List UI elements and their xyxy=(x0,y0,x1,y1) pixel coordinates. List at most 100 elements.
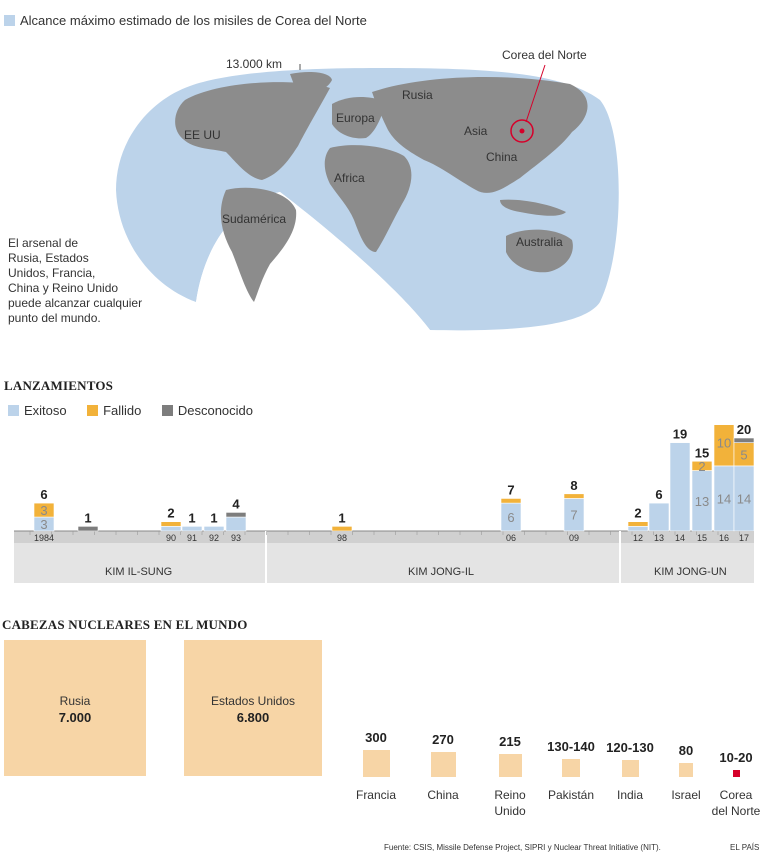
warhead-name-russia: Rusia xyxy=(59,694,91,708)
bar-total-label: 6 xyxy=(40,487,47,502)
land-australia xyxy=(506,229,573,273)
land-greenland xyxy=(290,72,332,93)
warhead-value: 120-130 xyxy=(606,740,654,755)
bar-total-label: 2 xyxy=(167,506,174,521)
region-label-russia: Rusia xyxy=(402,88,433,102)
region-label-australia: Australia xyxy=(516,235,563,249)
map-note-line: China y Reino Unido xyxy=(8,281,119,295)
x-tick-label: 16 xyxy=(719,533,729,543)
source-credit: EL PAÍS xyxy=(730,843,760,852)
warhead-name-line: Corea xyxy=(719,788,753,802)
x-tick-label: 93 xyxy=(231,533,241,543)
warhead-name-line: Unido xyxy=(494,804,526,818)
bar-segment-fallido xyxy=(563,493,585,499)
warhead-value: 10-20 xyxy=(719,750,753,765)
bar-total-label: 1 xyxy=(210,510,217,525)
x-tick-label: 06 xyxy=(506,533,516,543)
launches-title: LANZAMIENTOS xyxy=(4,378,114,393)
bar-segment-label: 3 xyxy=(40,517,47,532)
world-map xyxy=(116,64,619,331)
land-asia xyxy=(372,77,588,193)
warhead-name-line: Francia xyxy=(355,788,396,802)
bar-segment-exitoso xyxy=(648,502,670,532)
bar-total-label: 1 xyxy=(84,510,91,525)
warhead-square xyxy=(562,759,580,777)
bar-total-label: 6 xyxy=(655,487,662,502)
warhead-square xyxy=(430,752,456,777)
land-se-asia xyxy=(500,199,566,216)
bar-total-label: 15 xyxy=(695,445,709,460)
warhead-value-russia: 7.000 xyxy=(58,710,92,725)
legend-swatch-unknown xyxy=(161,405,173,416)
legend-label-success: Exitoso xyxy=(24,403,67,418)
bar-segment-desconocido xyxy=(733,437,755,443)
bar-segment-fallido xyxy=(627,521,649,527)
map-note-line: Unidos, Francia, xyxy=(8,266,96,280)
bar-total-label: 20 xyxy=(737,425,751,437)
warhead-value: 300 xyxy=(365,730,387,745)
bar-segment-label: 7 xyxy=(570,508,577,523)
x-tick-label: 14 xyxy=(675,533,685,543)
warheads-title: CABEZAS NUCLEARES EN EL MUNDO xyxy=(2,617,248,632)
bar-segment-exitoso xyxy=(203,526,225,532)
x-tick-label: 90 xyxy=(166,533,176,543)
x-tick-label: 15 xyxy=(697,533,707,543)
region-label-china: China xyxy=(486,150,518,164)
bar-segment-label: 3 xyxy=(40,503,47,518)
x-tick-label: 17 xyxy=(739,533,749,543)
map-note-line: Rusia, Estados xyxy=(8,251,89,265)
warhead-square xyxy=(732,770,740,777)
bar-segment-label: 14 xyxy=(737,491,751,506)
warhead-name-line: Israel xyxy=(671,788,701,802)
bar-total-label: 8 xyxy=(570,478,577,493)
legend-swatch-failed xyxy=(87,405,99,416)
map-legend-label: Alcance máximo estimado de los misiles d… xyxy=(20,13,367,28)
warhead-name-line: del Norte xyxy=(711,804,761,818)
bar-total-label: 2 xyxy=(634,506,641,521)
north-korea-map-label: Corea del Norte xyxy=(502,48,587,62)
map-note-line: punto del mundo. xyxy=(8,311,101,325)
legend-label-unknown: Desconocido xyxy=(177,403,253,418)
year-axis-strip xyxy=(14,531,754,543)
land-north-america xyxy=(175,82,330,180)
bar-segment-exitoso xyxy=(627,526,649,532)
warhead-value: 270 xyxy=(432,732,454,747)
bar-segment-fallido xyxy=(331,526,353,532)
warhead-name-line: Reino xyxy=(494,788,526,802)
bar-segment-label: 14 xyxy=(717,491,731,506)
range-swatch xyxy=(4,15,15,26)
x-tick-label: 13 xyxy=(654,533,664,543)
warhead-name: India xyxy=(590,787,670,803)
bar-segment-label: 5 xyxy=(740,447,747,462)
map-note-line: El arsenal de xyxy=(8,236,79,250)
bar-segment-label: 6 xyxy=(507,510,514,525)
north-korea-pointer xyxy=(525,64,546,123)
warhead-name-line: India xyxy=(616,788,644,802)
bar-segment-desconocido xyxy=(77,526,99,532)
warhead-value: 130-140 xyxy=(547,739,595,754)
north-korea-dot xyxy=(519,128,525,134)
bar-total-label: 1 xyxy=(338,510,345,525)
region-label-africa: Africa xyxy=(334,171,365,185)
region-label-europe: Europa xyxy=(336,111,375,125)
north-korea-circle xyxy=(510,119,534,143)
warhead-square xyxy=(621,760,639,777)
legend-swatch-success xyxy=(8,405,19,416)
warhead-square xyxy=(362,750,390,777)
map-note: El arsenal de Rusia, Estados Unidos, Fra… xyxy=(8,236,142,326)
region-label-south-america: Sudamérica xyxy=(222,212,287,226)
era-label-kim-jong-il: KIM JONG-IL xyxy=(408,566,475,578)
warhead-name: Corea del Norte xyxy=(696,787,768,819)
bar-segment-label: 2 xyxy=(698,459,705,474)
era-label-kim-jong-un: KIM JONG-UN xyxy=(654,566,727,578)
bar-segment-fallido xyxy=(500,498,522,504)
bar-segment-desconocido xyxy=(225,512,247,518)
bar-segment-exitoso xyxy=(669,442,691,532)
warhead-name: China xyxy=(403,787,483,803)
warhead-name: Israel xyxy=(646,787,726,803)
warhead-square xyxy=(498,754,522,777)
region-label-asia: Asia xyxy=(464,124,488,138)
warhead-value: 80 xyxy=(678,743,694,758)
bar-total-label: 1 xyxy=(188,510,195,525)
